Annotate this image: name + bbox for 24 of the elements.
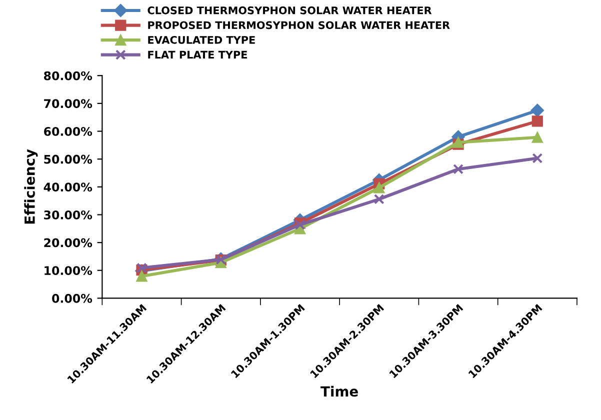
- point: [530, 104, 544, 117]
- legend-label: FLAT PLATE TYPE: [148, 50, 247, 58]
- y-tick-label: 10.00%: [44, 266, 92, 276]
- legend-label: CLOSED THERMOSYPHON SOLAR WATER HEATER: [148, 6, 432, 14]
- y-tick-label: 80.00%: [44, 71, 92, 80]
- point: [532, 153, 543, 164]
- point: [374, 194, 384, 204]
- x-axis-title: Time: [320, 386, 358, 397]
- y-tick-label: 20.00%: [44, 238, 92, 248]
- y-axis-title: Efficiency: [24, 149, 38, 224]
- point: [136, 270, 148, 282]
- y-tick-label: 70.00%: [44, 99, 92, 108]
- y-tick-label: 0.00%: [52, 294, 92, 303]
- legend-label: EVACULATED TYPE: [148, 36, 255, 44]
- point: [374, 182, 385, 194]
- legend-label: PROPOSED THERMOSYPHON SOLAR WATER HEATER: [148, 21, 450, 30]
- point: [136, 262, 147, 274]
- y-tick-label: 30.00%: [44, 210, 92, 220]
- y-tick-label: 60.00%: [44, 126, 92, 136]
- point: [532, 116, 543, 127]
- point: [532, 132, 543, 143]
- point: [453, 164, 464, 174]
- y-tick-label: 50.00%: [44, 154, 92, 164]
- y-tick-label: 40.00%: [44, 182, 92, 192]
